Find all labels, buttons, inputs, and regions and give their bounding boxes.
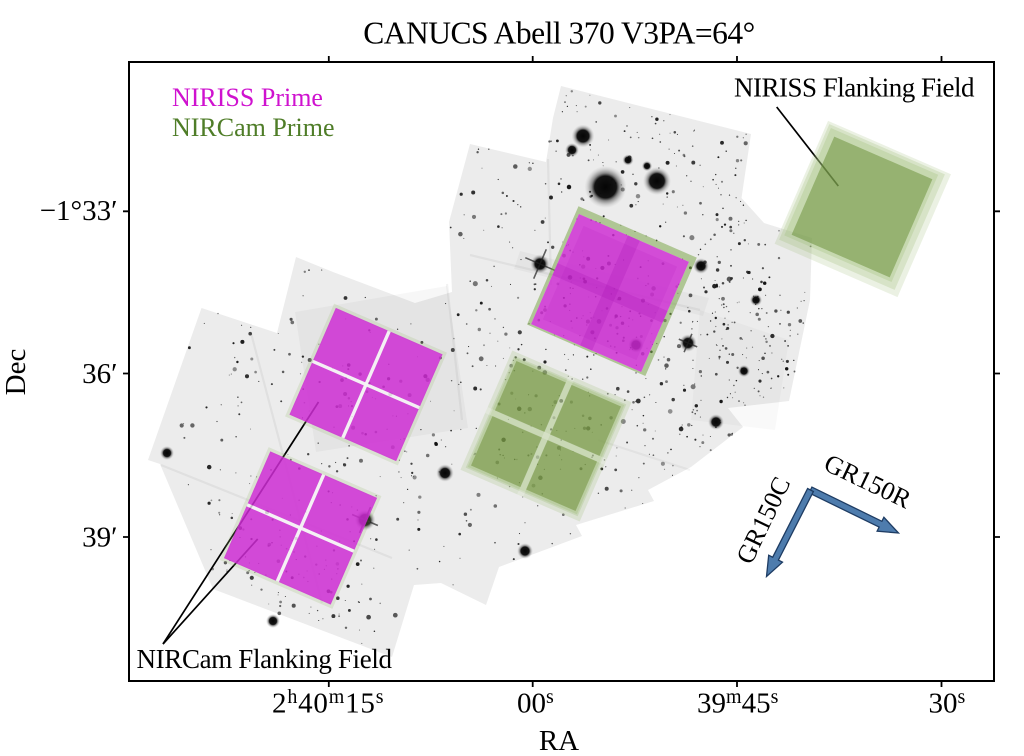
svg-text:−1°33′: −1°33′ <box>40 195 118 227</box>
svg-text:2h40m15s: 2h40m15s <box>272 686 384 720</box>
svg-text:36′: 36′ <box>82 358 117 390</box>
svg-text:CANUCS Abell 370 V3PA=64°: CANUCS Abell 370 V3PA=64° <box>363 15 755 50</box>
svg-text:NIRISS Prime: NIRISS Prime <box>172 83 323 112</box>
svg-text:Dec: Dec <box>0 349 32 396</box>
svg-text:NIRCam Prime: NIRCam Prime <box>172 113 335 142</box>
svg-text:39′: 39′ <box>82 521 117 553</box>
svg-text:RA: RA <box>539 725 579 756</box>
svg-text:NIRCam Flanking Field: NIRCam Flanking Field <box>137 644 393 674</box>
svg-text:NIRISS Flanking Field: NIRISS Flanking Field <box>734 73 975 103</box>
